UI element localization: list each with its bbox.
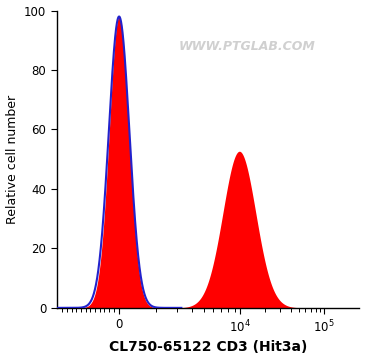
Text: WWW.PTGLAB.COM: WWW.PTGLAB.COM xyxy=(179,40,316,53)
X-axis label: CL750-65122 CD3 (Hit3a): CL750-65122 CD3 (Hit3a) xyxy=(109,341,307,355)
Y-axis label: Relative cell number: Relative cell number xyxy=(5,95,19,224)
